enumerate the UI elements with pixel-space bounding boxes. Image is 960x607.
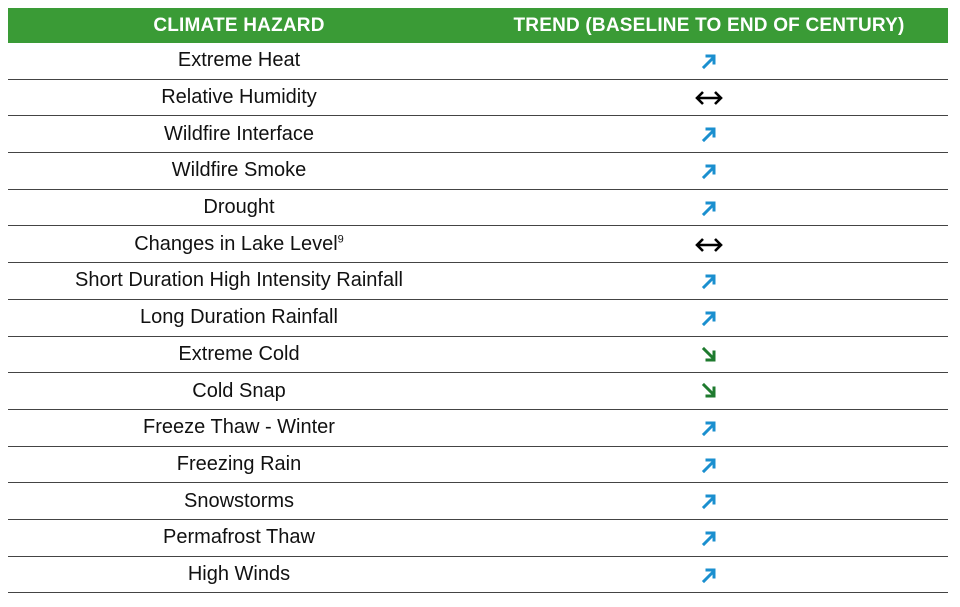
- arrow-down-right-icon: [700, 380, 718, 402]
- hazard-cell: Changes in Lake Level9: [8, 225, 470, 264]
- table-row: Drought: [8, 189, 948, 227]
- hazard-cell: Wildfire Interface: [8, 115, 470, 154]
- hazard-name: Freezing Rain: [176, 452, 302, 475]
- hazard-name: Changes in Lake Level: [134, 232, 338, 255]
- table-row: Cold Snap: [8, 372, 948, 410]
- trend-cell: [470, 299, 948, 337]
- hazard-cell: High Winds: [8, 556, 470, 594]
- hazard-cell: Freezing Rain: [8, 446, 470, 484]
- table-row: Extreme Heat: [8, 43, 948, 80]
- hazard-name: Cold Snap: [192, 379, 286, 402]
- hazard-name: Wildfire Smoke: [171, 159, 307, 182]
- hazard-cell: Relative Humidity: [8, 79, 470, 117]
- arrow-down-right-icon: [700, 343, 718, 365]
- table-row: Wildfire Interface: [8, 115, 948, 154]
- hazard-name: Relative Humidity: [161, 86, 317, 109]
- hazard-name: Extreme Cold: [178, 342, 300, 365]
- header-trend: TREND (BASELINE TO END OF CENTURY): [470, 8, 948, 43]
- arrow-up-right-icon: [700, 49, 718, 71]
- arrow-left-right-icon: [694, 233, 724, 255]
- hazard-name: Extreme Heat: [177, 49, 301, 72]
- table-row: High Winds: [8, 556, 948, 594]
- hazard-name: Permafrost Thaw: [163, 526, 315, 549]
- arrow-up-right-icon: [700, 159, 718, 181]
- hazard-name: Wildfire Interface: [163, 122, 315, 145]
- trend-cell: [470, 556, 948, 594]
- header-climate-hazard: CLIMATE HAZARD: [8, 8, 470, 43]
- hazard-name: Drought: [203, 196, 275, 219]
- trend-cell: [470, 336, 948, 374]
- hazard-name: Snowstorms: [183, 489, 295, 512]
- trend-cell: [470, 409, 948, 447]
- trend-cell: [470, 262, 948, 300]
- hazard-cell: Freeze Thaw - Winter: [8, 409, 470, 447]
- hazard-cell: Extreme Cold: [8, 336, 470, 374]
- arrow-up-right-icon: [700, 490, 718, 512]
- table-row: Long Duration Rainfall: [8, 299, 948, 337]
- arrow-up-right-icon: [700, 269, 718, 291]
- table-row: Freezing Rain: [8, 446, 948, 484]
- hazard-cell: Cold Snap: [8, 372, 470, 410]
- table-row: Permafrost Thaw: [8, 519, 948, 557]
- hazard-name: Long Duration Rainfall: [140, 306, 338, 329]
- table-row: Snowstorms: [8, 482, 948, 520]
- hazard-cell: Permafrost Thaw: [8, 519, 470, 557]
- table-row: Freeze Thaw - Winter: [8, 409, 948, 447]
- hazard-name: High Winds: [187, 562, 291, 585]
- trend-cell: [470, 79, 948, 117]
- hazard-cell: Snowstorms: [8, 482, 470, 520]
- arrow-left-right-icon: [694, 86, 724, 108]
- footnote-ref: 9: [337, 233, 344, 246]
- hazard-cell: Long Duration Rainfall: [8, 299, 470, 337]
- table-row: Wildfire Smoke: [8, 152, 948, 190]
- trend-cell: [470, 152, 948, 190]
- arrow-up-right-icon: [700, 453, 718, 475]
- table-row: Extreme Cold: [8, 336, 948, 374]
- arrow-up-right-icon: [700, 196, 718, 218]
- header-row: CLIMATE HAZARD TREND (BASELINE TO END OF…: [8, 8, 948, 43]
- trend-cell: [470, 519, 948, 557]
- arrow-up-right-icon: [700, 563, 718, 585]
- arrow-up-right-icon: [700, 526, 718, 548]
- trend-cell: [470, 372, 948, 410]
- trend-cell: [470, 189, 948, 227]
- trend-cell: [470, 225, 948, 264]
- table-row: Relative Humidity: [8, 79, 948, 117]
- trend-cell: [470, 482, 948, 520]
- hazard-cell: Extreme Heat: [8, 43, 470, 80]
- trend-cell: [470, 115, 948, 154]
- arrow-up-right-icon: [700, 123, 718, 145]
- hazard-name: Freeze Thaw - Winter: [143, 416, 335, 439]
- table-row: Changes in Lake Level9: [8, 225, 948, 264]
- hazard-cell: Wildfire Smoke: [8, 152, 470, 190]
- trend-cell: [470, 43, 948, 80]
- hazard-name: Short Duration High Intensity Rainfall: [75, 269, 403, 292]
- table-row: Short Duration High Intensity Rainfall: [8, 262, 948, 300]
- hazard-cell: Short Duration High Intensity Rainfall: [8, 262, 470, 300]
- trend-cell: [470, 446, 948, 484]
- arrow-up-right-icon: [700, 306, 718, 328]
- arrow-up-right-icon: [700, 416, 718, 438]
- climate-hazard-table: CLIMATE HAZARD TREND (BASELINE TO END OF…: [8, 8, 948, 594]
- hazard-cell: Drought: [8, 189, 470, 227]
